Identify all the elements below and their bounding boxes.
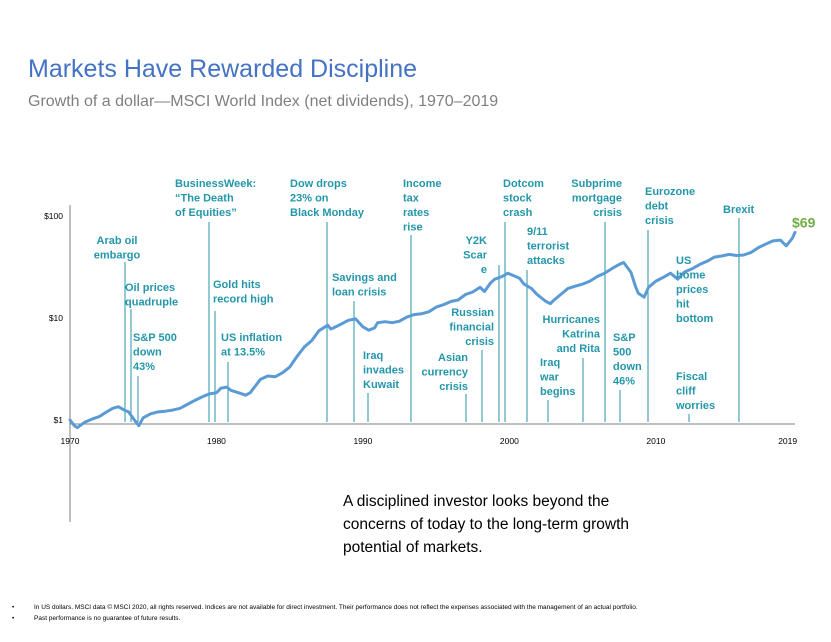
annotation-label: S&P 500 down 46% [613,332,642,388]
y-tick-labels: $1 $10 $100 [44,211,63,425]
annotation-label: BusinessWeek: “The Death of Equities” [175,178,256,219]
annotation-label: Y2K Scar e [463,235,488,276]
annotation-label: Iraq invades Kuwait [363,350,404,391]
annotation-label: Brexit [723,204,755,216]
annotation-label: Oil prices quadruple [125,282,178,309]
msci-world-index-line [68,230,797,430]
footnote-text: In US dollars. MSCI data © MSCI 2020, al… [34,604,638,611]
annotation-guide-lines [124,218,740,422]
footnote-disclaimer: • In US dollars. MSCI data © MSCI 2020, … [12,604,638,611]
y-tick-label: $100 [44,211,63,221]
footnote-bullet: • [12,604,15,611]
annotation-label: US inflation at 13.5% [221,332,282,359]
investor-message: A disciplined investor looks beyond the … [343,493,630,556]
x-tick-label: 2019 [778,436,797,446]
annotation-label: Hurricanes Katrina and Rita [543,314,601,355]
chart-subtitle: Growth of a dollar—MSCI World Index (net… [28,93,499,110]
footnote-text: Past performance is no guarantee of futu… [34,615,181,622]
end-value-label: $69 [792,214,816,230]
x-tick-label: 2010 [646,436,665,446]
annotation-label: Income tax rates rise [403,178,442,234]
y-tick-label: $1 [54,415,64,425]
annotation-label: Eurozone debt crisis [645,186,695,227]
annotation-label: Arab oil embargo [94,235,141,262]
annotation-label: S&P 500 down 43% [133,332,177,373]
annotation-label: Dotcom stock crash [503,178,544,219]
annotation-labels: Arab oil embargo Oil prices quadruple S&P 50… [94,178,755,412]
x-tick-label: 1980 [207,436,226,446]
footnote-past-performance: • Past performance is no guarantee of fu… [12,615,181,622]
annotation-label: Fiscal cliff worries [675,371,715,412]
annotation-label: 9/11 terrorist attacks [527,226,570,267]
annotation-label: Iraq war begins [539,357,575,398]
x-tick-label: 1990 [353,436,372,446]
annotation-label: Asian currency crisis [422,352,469,393]
annotation-label: Savings and loan crisis [332,272,397,299]
x-tick-labels: 1970 1980 1990 2000 2010 2019 [61,436,798,446]
annotation-label: US home prices hit bottom [676,255,713,325]
annotation-label: Dow drops 23% on Black Monday [290,178,365,219]
annotation-label: Russian financial crisis [449,307,494,348]
chart-title: Markets Have Rewarded Discipline [28,55,418,83]
footnote-bullet: • [12,615,15,622]
y-tick-label: $10 [49,313,63,323]
annotation-label: Subprime mortgage crisis [571,178,622,219]
x-tick-label: 1970 [61,436,80,446]
annotation-label: Gold hits record high [213,279,274,306]
x-tick-label: 2000 [500,436,519,446]
